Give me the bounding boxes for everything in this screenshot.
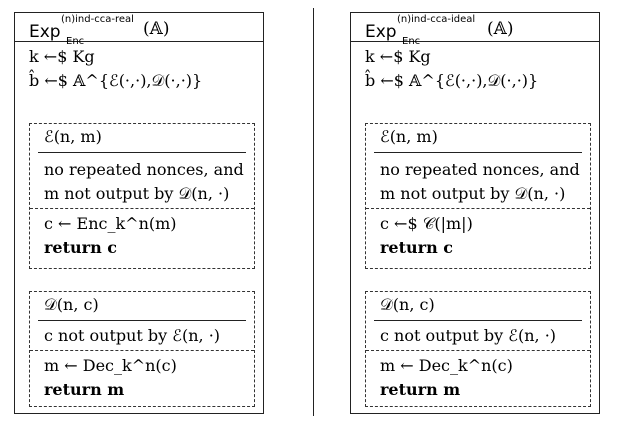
ideal-encrypt-oracle-box: ℰ(n, m) no repeated nonces, and m not ou… <box>365 123 591 269</box>
ideal-exp-argument: (𝔸) <box>487 19 514 39</box>
ideal-exp-superscript: (n)ind-cca-ideal <box>397 14 476 25</box>
ideal-encrypt-body-1: c ←$ 𝒞(|m|) <box>380 214 473 233</box>
ideal-decrypt-oracle-title: 𝒟(n, c) <box>380 295 435 314</box>
real-encrypt-body-1: c ← Enc_k^n(m) <box>44 214 177 233</box>
real-encrypt-condition-rule <box>30 208 254 209</box>
ideal-decrypt-condition: c not output by ℰ(n, ·) <box>380 326 557 345</box>
real-exp-superscript: (n)ind-cca-real <box>61 14 134 25</box>
real-experiment-panel: Exp (n)ind-cca-real Enc (𝔸) k ←$ Kg b̂ ←… <box>14 12 264 414</box>
ideal-encrypt-oracle-title: ℰ(n, m) <box>380 127 438 146</box>
ideal-encrypt-title-rule <box>374 152 582 153</box>
real-exp-name: Exp <box>29 22 61 42</box>
real-setup-line-adversary: b̂ ←$ 𝔸^{ℰ(·,·),𝒟(·,·)} <box>29 71 203 90</box>
real-decrypt-condition: c not output by ℰ(n, ·) <box>44 326 221 345</box>
real-exp-subscript: Enc <box>66 36 85 47</box>
ideal-decrypt-condition-rule <box>366 350 590 351</box>
ideal-experiment-header: Exp (n)ind-cca-ideal Enc (𝔸) <box>351 13 599 47</box>
real-experiment-header: Exp (n)ind-cca-real Enc (𝔸) <box>15 13 263 47</box>
real-encrypt-oracle-title: ℰ(n, m) <box>44 127 102 146</box>
real-decrypt-title-rule <box>38 320 246 321</box>
ideal-decrypt-body-2: return m <box>380 380 461 399</box>
real-encrypt-condition-2: m not output by 𝒟(n, ·) <box>44 184 230 203</box>
real-encrypt-condition-1: no repeated nonces, and <box>44 160 244 179</box>
real-encrypt-body-2: return c <box>44 238 118 257</box>
panel-divider <box>313 8 315 416</box>
real-decrypt-oracle-box: 𝒟(n, c) c not output by ℰ(n, ·) m ← Dec_… <box>29 291 255 407</box>
real-encrypt-title-rule <box>38 152 246 153</box>
real-decrypt-body-2: return m <box>44 380 125 399</box>
ideal-encrypt-body-2: return c <box>380 238 454 257</box>
ideal-encrypt-condition-rule <box>366 208 590 209</box>
real-decrypt-condition-rule <box>30 350 254 351</box>
real-decrypt-oracle-title: 𝒟(n, c) <box>44 295 99 314</box>
ideal-decrypt-oracle-box: 𝒟(n, c) c not output by ℰ(n, ·) m ← Dec_… <box>365 291 591 407</box>
ideal-decrypt-title-rule <box>374 320 582 321</box>
ideal-setup-line-adversary: b̂ ←$ 𝔸^{ℰ(·,·),𝒟(·,·)} <box>365 71 539 90</box>
ideal-experiment-panel: Exp (n)ind-cca-ideal Enc (𝔸) k ←$ Kg b̂ … <box>350 12 600 414</box>
ideal-exp-name: Exp <box>365 22 397 42</box>
ideal-exp-subscript: Enc <box>402 36 421 47</box>
ideal-setup-line-key: k ←$ Kg <box>365 47 431 66</box>
ideal-decrypt-body-1: m ← Dec_k^n(c) <box>380 356 513 375</box>
real-decrypt-body-1: m ← Dec_k^n(c) <box>44 356 177 375</box>
real-setup-line-key: k ←$ Kg <box>29 47 95 66</box>
real-encrypt-oracle-box: ℰ(n, m) no repeated nonces, and m not ou… <box>29 123 255 269</box>
ideal-encrypt-condition-2: m not output by 𝒟(n, ·) <box>380 184 566 203</box>
ideal-encrypt-condition-1: no repeated nonces, and <box>380 160 580 179</box>
real-exp-argument: (𝔸) <box>143 19 170 39</box>
